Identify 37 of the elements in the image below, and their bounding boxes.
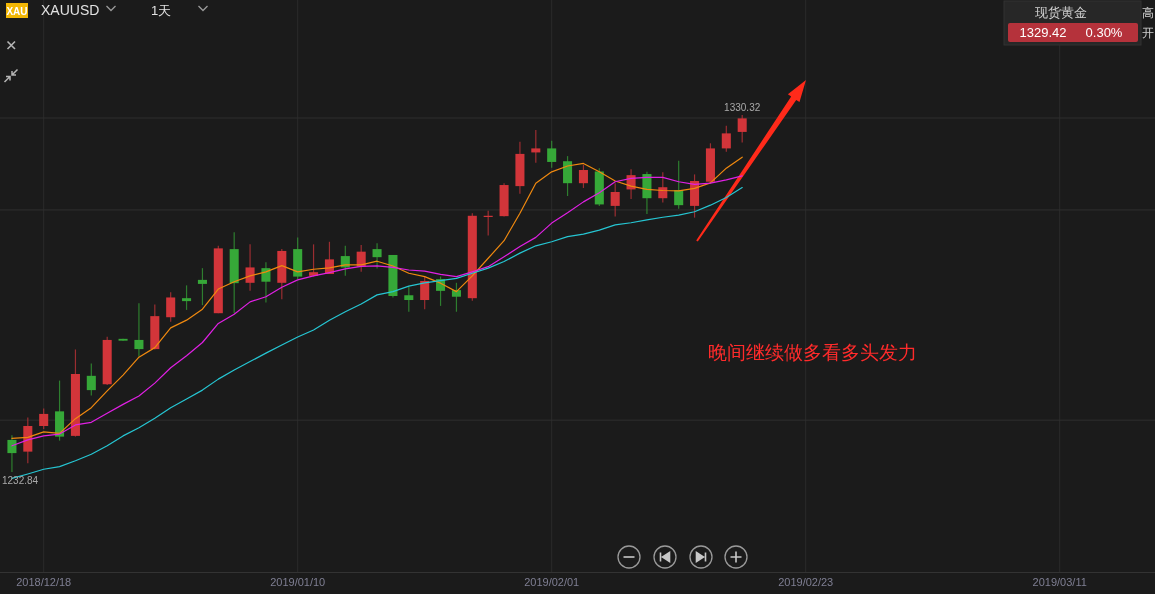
candlestick bbox=[451, 282, 461, 313]
candlestick bbox=[531, 129, 541, 164]
text: 现货黄金 bbox=[1035, 5, 1087, 20]
candlestick bbox=[182, 284, 192, 311]
text: 1329.42 bbox=[1019, 25, 1067, 40]
candlestick bbox=[547, 140, 557, 169]
candlestick bbox=[578, 164, 588, 189]
x-tick-label: 2019/01/10 bbox=[270, 576, 326, 588]
candlestick bbox=[261, 261, 271, 304]
candlestick bbox=[610, 182, 620, 218]
annotation: 晚间继续做多看多头发力 bbox=[708, 342, 917, 363]
candlestick bbox=[166, 291, 176, 323]
candlestick bbox=[404, 286, 414, 313]
candlestick bbox=[563, 155, 573, 197]
candlestick bbox=[39, 407, 49, 430]
x-tick-label: 2019/02/01 bbox=[524, 576, 580, 588]
text: 高 bbox=[1142, 6, 1154, 20]
annotation: 1330.32 bbox=[724, 102, 761, 113]
candlestick bbox=[721, 125, 731, 153]
candlestick bbox=[86, 362, 96, 397]
text: 开 bbox=[1142, 26, 1154, 40]
x-tick-label: 2019/02/23 bbox=[778, 576, 834, 588]
candlestick bbox=[197, 267, 207, 306]
candlestick bbox=[658, 171, 668, 204]
text: 0.30% bbox=[1085, 25, 1123, 40]
x-tick-label: 2019/03/11 bbox=[1032, 576, 1087, 588]
candlestick bbox=[737, 114, 747, 144]
candlestick bbox=[420, 275, 430, 310]
candlestick bbox=[372, 242, 382, 270]
candlestick bbox=[134, 302, 144, 358]
candlestick bbox=[245, 243, 255, 292]
x-tick-label: 2018/12/18 bbox=[16, 576, 72, 588]
chart-subtitle: 1天 bbox=[151, 3, 172, 18]
chart-title: XAUUSD bbox=[41, 2, 100, 18]
candlestick bbox=[7, 434, 17, 473]
candlestick bbox=[674, 160, 684, 210]
annotation: 1232.84 bbox=[2, 475, 39, 486]
